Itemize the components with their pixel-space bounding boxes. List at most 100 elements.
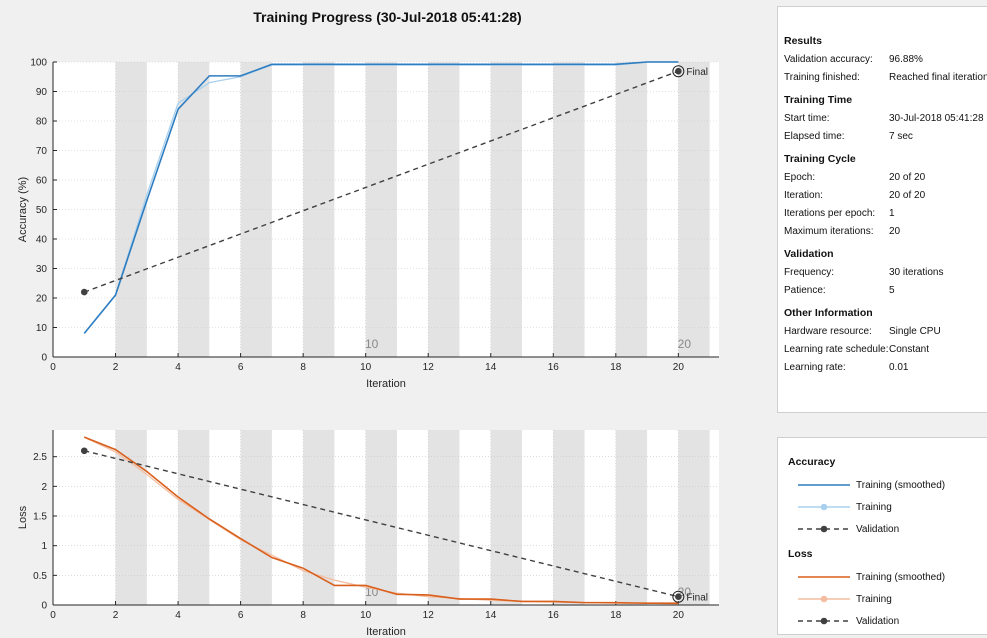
info-section: Training Time Start time: 30-Jul-2018 05:4… <box>784 94 987 146</box>
legend-label: Training <box>856 501 892 513</box>
accuracy-validation-point <box>80 288 88 296</box>
loss-x-tick-label: 14 <box>485 610 497 621</box>
info-value: 30 iterations <box>889 267 944 278</box>
info-section: Results Validation accuracy: 96.88% Trainin… <box>784 35 987 87</box>
info-section-title: Training Time <box>784 94 853 106</box>
info-label: Training finished: <box>784 72 860 83</box>
info-row: Learning rate schedule: Constant <box>784 341 987 359</box>
accuracy-epoch-label: 20 <box>678 337 692 351</box>
accuracy-x-tick-label: 6 <box>238 362 244 373</box>
accuracy-x-tick-label: 14 <box>485 362 497 373</box>
accuracy-x-tick-label: 20 <box>673 362 685 373</box>
info-value: 1 <box>889 208 895 219</box>
accuracy-y-axis-label: Accuracy (%) <box>17 177 29 242</box>
info-row: Elapsed time: 7 sec <box>784 128 987 146</box>
info-section-title: Results <box>784 35 822 47</box>
accuracy-y-tick-label: 50 <box>36 205 48 216</box>
page-title: Training Progress (30-Jul-2018 05:41:28) <box>253 9 522 25</box>
accuracy-epoch-label: 10 <box>365 337 379 351</box>
accuracy-y-tick-label: 10 <box>36 323 48 334</box>
legend-item: Training <box>788 588 987 610</box>
info-row: Epoch: 20 of 20 <box>784 169 987 187</box>
info-label: Learning rate schedule: <box>784 344 889 355</box>
info-row: Hardware resource: Single CPU <box>784 323 987 341</box>
loss-epoch-band <box>678 430 710 605</box>
loss-epoch-band <box>240 430 272 605</box>
accuracy-x-tick-label: 18 <box>610 362 622 373</box>
accuracy-epoch-band <box>365 62 397 357</box>
training-info-panel: Results Validation accuracy: 96.88% Trainin… <box>777 6 987 413</box>
accuracy-y-tick-label: 60 <box>36 176 48 187</box>
info-label: Epoch: <box>784 172 816 183</box>
accuracy-epoch-band <box>178 62 210 357</box>
loss-x-tick-label: 0 <box>50 610 56 621</box>
info-value: 0.01 <box>889 362 909 373</box>
loss-x-tick-label: 8 <box>300 610 306 621</box>
info-row: Learning rate: 0.01 <box>784 359 987 377</box>
info-label: Frequency: <box>784 267 835 278</box>
accuracy-y-tick-label: 0 <box>41 353 47 364</box>
loss-y-tick-label: 2.5 <box>33 452 47 463</box>
info-label: Elapsed time: <box>784 131 845 142</box>
loss-epoch-band <box>178 430 210 605</box>
loss-y-tick-label: 0 <box>41 601 47 612</box>
info-label: Validation accuracy: <box>784 54 873 65</box>
accuracy-x-tick-label: 16 <box>548 362 560 373</box>
loss-epoch-band <box>490 430 523 605</box>
smoothed-legend-swatch <box>798 576 850 578</box>
info-value: 20 of 20 <box>889 190 926 201</box>
info-row: Start time: 30-Jul-2018 05:41:28 <box>784 110 987 128</box>
loss-y-tick-label: 1 <box>41 541 47 552</box>
info-value: Reached final iteration <box>889 72 987 83</box>
loss-x-tick-label: 2 <box>113 610 119 621</box>
loss-x-tick-label: 10 <box>360 610 372 621</box>
legend-label: Training (smoothed) <box>856 571 946 583</box>
legend-spacer <box>788 540 987 548</box>
loss-validation-point <box>675 593 682 600</box>
info-row: Maximum iterations: 20 <box>784 223 987 241</box>
accuracy-y-tick-label: 30 <box>36 264 48 275</box>
info-value: Single CPU <box>889 326 941 337</box>
legend-label: Training <box>856 593 892 605</box>
loss-y-axis-label: Loss <box>17 505 29 529</box>
loss-x-tick-label: 20 <box>673 610 685 621</box>
accuracy-x-tick-label: 12 <box>423 362 435 373</box>
legend-panel: Accuracy Training (smoothed) Training Valid… <box>777 437 987 635</box>
loss-epoch-band <box>365 430 397 605</box>
info-label: Patience: <box>784 285 826 296</box>
accuracy-training-smoothed-line <box>83 61 679 334</box>
accuracy-y-tick-label: 90 <box>36 87 48 98</box>
loss-x-tick-label: 12 <box>423 610 435 621</box>
info-label: Iteration: <box>784 190 823 201</box>
accuracy-x-tick-label: 0 <box>50 362 56 373</box>
accuracy-y-tick-label: 20 <box>36 294 48 305</box>
loss-x-tick-label: 18 <box>610 610 622 621</box>
loss-y-tick-label: 1.5 <box>33 512 47 523</box>
info-label: Hardware resource: <box>784 326 872 337</box>
info-value: Constant <box>889 344 930 355</box>
legend-label: Training (smoothed) <box>856 479 946 491</box>
info-value: 96.88% <box>889 54 923 65</box>
loss-epoch-band <box>553 430 585 605</box>
loss-x-axis-label: Iteration <box>366 626 406 638</box>
training-legend-swatch <box>798 595 850 603</box>
info-value: 7 sec <box>889 131 913 142</box>
info-row: Frequency: 30 iterations <box>784 264 987 282</box>
legend-item: Training <box>788 496 987 518</box>
training-legend-swatch <box>798 503 850 511</box>
info-row: Iteration: 20 of 20 <box>784 187 987 205</box>
accuracy-y-tick-label: 100 <box>30 58 47 69</box>
accuracy-final-label: Final <box>686 67 708 78</box>
loss-epoch-band <box>615 430 648 605</box>
loss-validation-point <box>80 447 88 455</box>
info-section: Training Cycle Epoch: 20 of 20 Iteration: 20… <box>784 153 987 241</box>
legend-group-title: Loss <box>788 548 813 560</box>
legend-label: Validation <box>856 523 900 535</box>
accuracy-x-tick-label: 10 <box>360 362 372 373</box>
loss-final-marker <box>672 590 685 603</box>
accuracy-validation-point <box>675 67 682 75</box>
info-value: 20 <box>889 226 901 237</box>
legend-item: Training (smoothed) <box>788 566 987 588</box>
loss-x-tick-label: 4 <box>175 610 181 621</box>
accuracy-x-tick-label: 2 <box>113 362 119 373</box>
